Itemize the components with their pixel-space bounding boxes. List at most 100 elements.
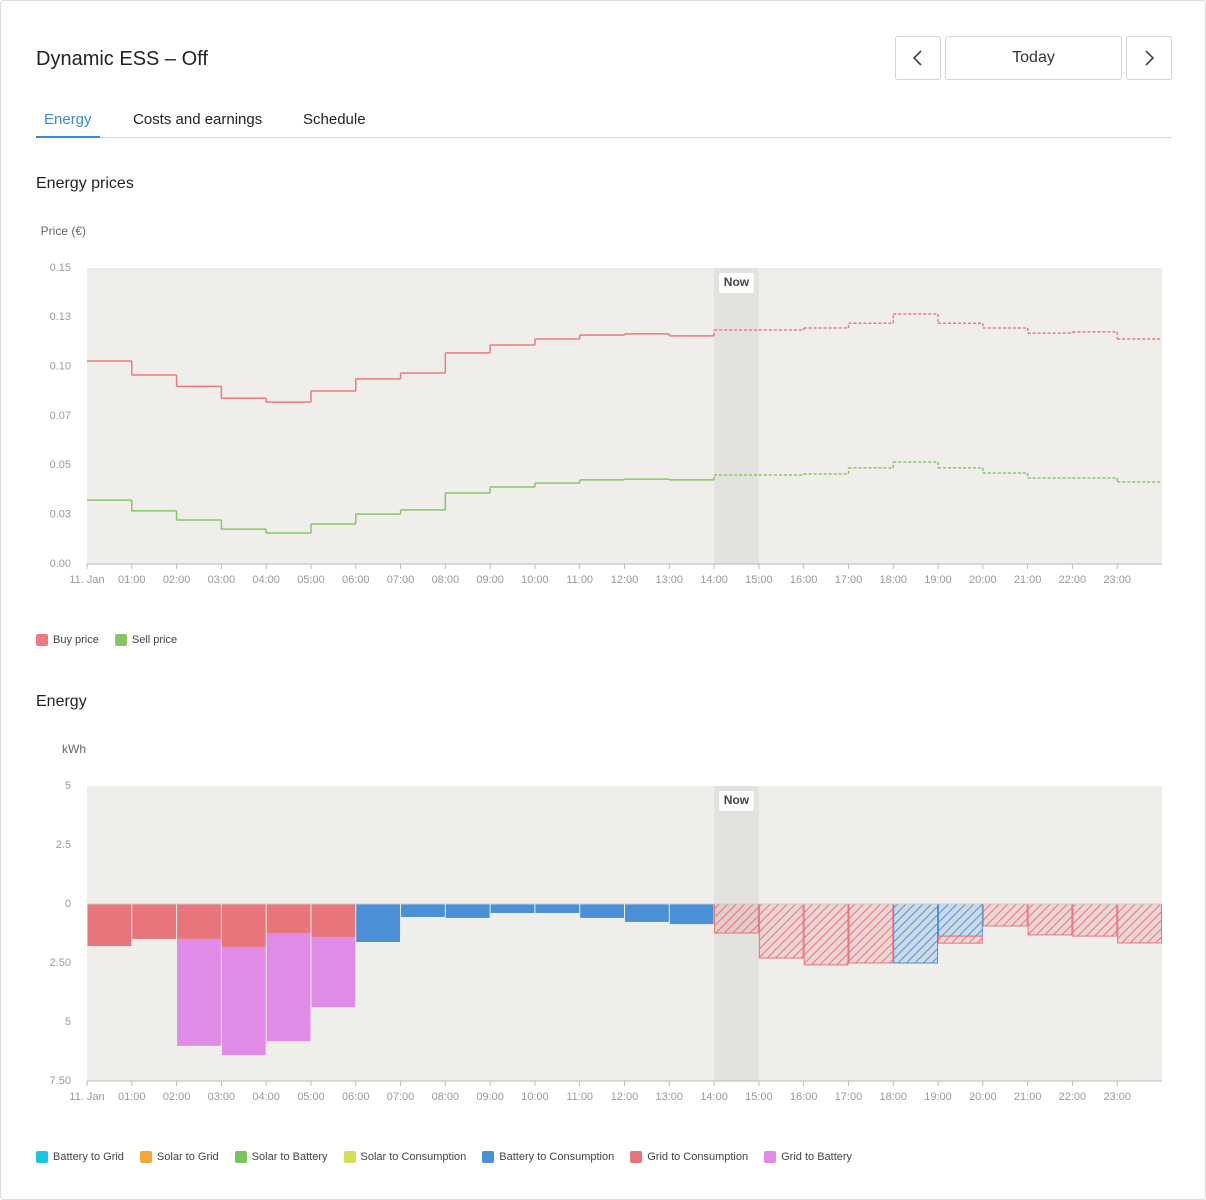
energy-bar bbox=[311, 904, 356, 938]
section-title: Energy prices bbox=[36, 175, 134, 192]
y-tick-label: 0.05 bbox=[50, 459, 71, 471]
x-tick-label: 14:00 bbox=[700, 1091, 728, 1103]
x-tick-label: 12:00 bbox=[611, 1091, 639, 1103]
y-tick-label: 2.5 bbox=[56, 839, 71, 851]
legend-label: Solar to Battery bbox=[251, 1151, 328, 1163]
y-tick-label: 5 bbox=[65, 1016, 71, 1028]
x-tick-label: 11. Jan bbox=[69, 1091, 104, 1103]
x-tick-label: 10:00 bbox=[521, 1091, 549, 1103]
legend-swatch bbox=[764, 1151, 777, 1164]
tab[interactable]: Energy bbox=[44, 111, 92, 128]
x-tick-label: 12:00 bbox=[611, 574, 639, 586]
section-title: Energy bbox=[36, 693, 87, 710]
x-tick-label: 05:00 bbox=[297, 1091, 325, 1103]
y-tick-label: 0.03 bbox=[50, 509, 71, 521]
legend-label: Battery to Grid bbox=[53, 1151, 124, 1163]
y-tick-label: 0.13 bbox=[50, 311, 71, 323]
tab-active-underline bbox=[36, 136, 100, 138]
energy-bar bbox=[938, 935, 983, 944]
tab-divider bbox=[36, 137, 1172, 138]
legend-item[interactable]: Solar to Grid bbox=[139, 1151, 219, 1164]
energy-bar bbox=[535, 904, 580, 913]
x-tick-label: 17:00 bbox=[835, 1091, 863, 1103]
x-tick-label: 02:00 bbox=[163, 1091, 191, 1103]
prev-icon bbox=[912, 50, 922, 66]
y-tick-label: 0.07 bbox=[50, 410, 71, 422]
today-button[interactable]: Today bbox=[945, 36, 1122, 80]
energy-bar bbox=[803, 903, 849, 966]
legend-item[interactable]: Battery to Grid bbox=[36, 1151, 124, 1164]
legend-item[interactable]: Battery to Consumption bbox=[482, 1151, 614, 1164]
y-tick-label: 0 bbox=[65, 898, 71, 910]
energy-bar bbox=[625, 904, 669, 922]
x-tick-label: 16:00 bbox=[790, 1091, 818, 1103]
x-tick-label: 15:00 bbox=[745, 1091, 773, 1103]
legend: Buy price Sell price bbox=[36, 634, 178, 647]
energy-bar bbox=[221, 946, 266, 1056]
x-tick-label: 16:00 bbox=[790, 574, 818, 586]
y-tick-label: 7.50 bbox=[50, 1075, 71, 1087]
x-tick-label: 21:00 bbox=[1014, 1091, 1042, 1103]
x-tick-label: 09:00 bbox=[476, 574, 504, 586]
tab[interactable]: Costs and earnings bbox=[133, 111, 263, 128]
legend-swatch bbox=[36, 1151, 48, 1164]
y-tick-label: 0.10 bbox=[50, 361, 71, 373]
now-label: Now bbox=[724, 793, 750, 807]
x-tick-label: 08:00 bbox=[432, 1091, 460, 1103]
legend-item[interactable]: Grid to Consumption bbox=[630, 1151, 748, 1164]
now-band bbox=[714, 268, 759, 564]
legend-item[interactable]: Solar to Battery bbox=[234, 1151, 328, 1164]
legend-item[interactable]: Sell price bbox=[114, 634, 178, 647]
next-button[interactable] bbox=[1126, 36, 1172, 80]
legend-item[interactable]: Solar to Consumption bbox=[343, 1151, 466, 1164]
energy-bar bbox=[87, 904, 132, 947]
legend-label: Sell price bbox=[131, 634, 178, 646]
y-tick-label: 0.15 bbox=[50, 262, 71, 274]
y-tick-label: 0.00 bbox=[50, 558, 71, 570]
energy-bar bbox=[1072, 903, 1118, 937]
legend-swatch bbox=[36, 634, 48, 647]
legend-label: Buy price bbox=[53, 634, 99, 646]
energy-bar bbox=[580, 904, 624, 918]
x-tick-label: 11. Jan bbox=[69, 574, 104, 586]
legend-item[interactable]: Buy price bbox=[36, 634, 99, 647]
energy-bar bbox=[982, 903, 1028, 927]
x-tick-label: 22:00 bbox=[1059, 574, 1087, 586]
prev-button[interactable] bbox=[895, 36, 941, 80]
x-tick-label: 03:00 bbox=[208, 574, 236, 586]
plot-background bbox=[87, 268, 1162, 564]
x-tick-label: 20:00 bbox=[969, 574, 997, 586]
x-tick-label: 03:00 bbox=[208, 1091, 236, 1103]
x-tick-label: 04:00 bbox=[252, 1091, 280, 1103]
page-title: Dynamic ESS – Off bbox=[36, 48, 208, 70]
energy-bar bbox=[848, 903, 894, 964]
x-tick-label: 06:00 bbox=[342, 1091, 370, 1103]
x-tick-label: 06:00 bbox=[342, 574, 370, 586]
energy-bar bbox=[669, 904, 714, 925]
energy-bar bbox=[714, 903, 759, 934]
energy-bar bbox=[177, 938, 221, 1046]
y-tick-label: 5 bbox=[65, 780, 71, 792]
legend-label: Solar to Grid bbox=[156, 1151, 219, 1163]
legend-swatch bbox=[114, 634, 127, 647]
x-tick-label: 22:00 bbox=[1059, 1091, 1087, 1103]
x-tick-label: 23:00 bbox=[1103, 1091, 1131, 1103]
tab[interactable]: Schedule bbox=[303, 111, 366, 128]
x-tick-label: 21:00 bbox=[1014, 574, 1042, 586]
y-tick-label: 2.50 bbox=[50, 957, 71, 969]
now-label-box bbox=[719, 791, 754, 811]
x-tick-label: 13:00 bbox=[656, 574, 684, 586]
energy-bar bbox=[893, 903, 939, 964]
x-tick-label: 14:00 bbox=[700, 574, 728, 586]
legend-item[interactable]: Grid to Battery bbox=[764, 1151, 852, 1164]
x-tick-label: 09:00 bbox=[476, 1091, 504, 1103]
next-icon bbox=[1145, 50, 1155, 66]
legend-swatch bbox=[234, 1151, 247, 1164]
y-axis-label: kWh bbox=[62, 742, 86, 756]
energy-bar bbox=[401, 904, 445, 917]
x-tick-label: 13:00 bbox=[656, 1091, 684, 1103]
x-tick-label: 05:00 bbox=[297, 574, 325, 586]
x-tick-label: 18:00 bbox=[879, 574, 907, 586]
legend: Battery to Grid Solar to Grid Solar to Bat… bbox=[36, 1151, 852, 1164]
